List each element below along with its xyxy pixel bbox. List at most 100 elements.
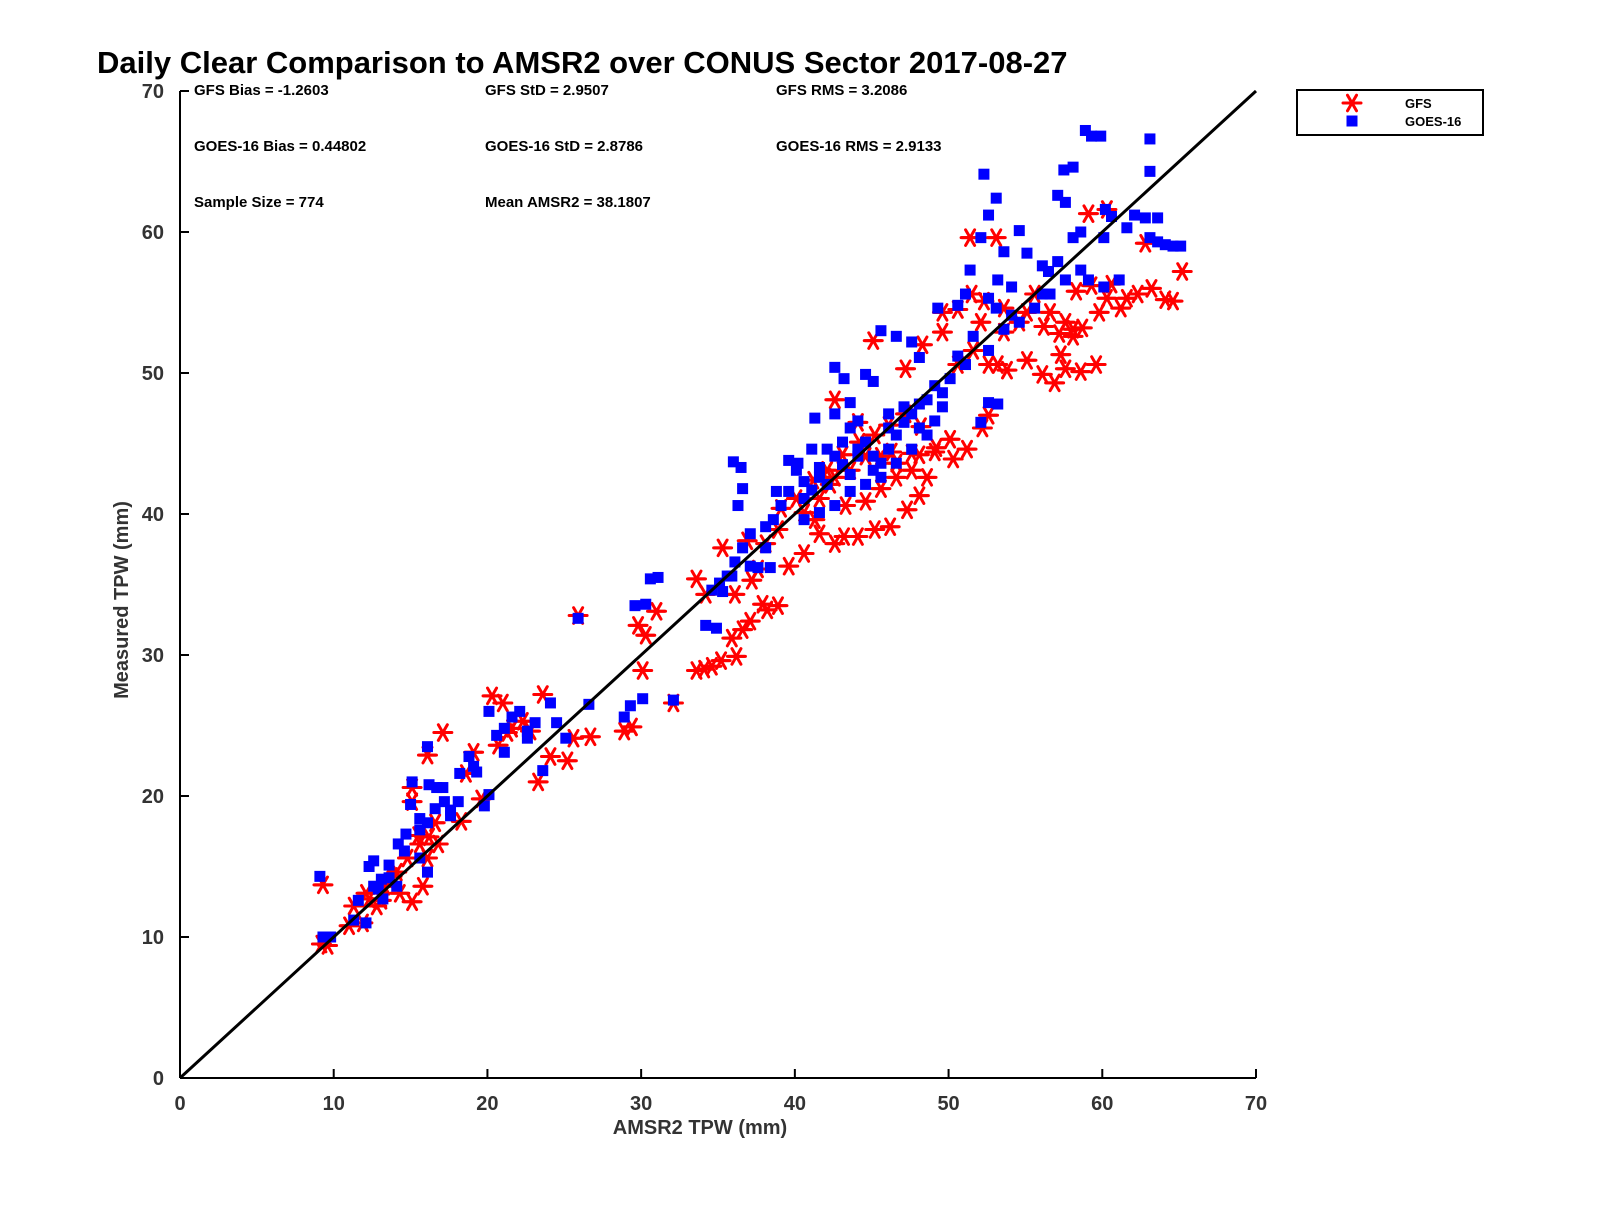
goes16-point xyxy=(667,694,679,706)
goes16-point xyxy=(829,361,841,373)
stat-text: GFS StD = 2.9507 xyxy=(485,82,609,99)
gfs-point xyxy=(741,570,763,590)
goes16-point xyxy=(744,528,756,540)
goes16-point xyxy=(423,779,435,791)
goes16-point xyxy=(717,586,729,598)
goes16-point xyxy=(737,542,749,554)
gfs-point xyxy=(870,479,892,498)
stat-text: GFS Bias = -1.2603 xyxy=(194,82,329,99)
goes16-point xyxy=(760,521,772,533)
goes16-point xyxy=(514,705,526,717)
goes16-point xyxy=(1152,236,1164,248)
goes16-point xyxy=(521,732,533,744)
series-gfs xyxy=(310,200,1193,955)
goes16-point xyxy=(652,571,664,583)
gfs-point xyxy=(1096,288,1118,308)
goes16-point xyxy=(975,416,987,428)
goes16-point xyxy=(1098,281,1110,293)
goes16-point xyxy=(752,562,764,574)
gfs-point xyxy=(901,460,923,480)
goes16-point xyxy=(783,454,795,466)
goes16-point xyxy=(1067,161,1079,173)
legend-entries: GFS GOES-16 xyxy=(1341,93,1461,129)
goes16-point xyxy=(838,373,850,385)
goes16-point xyxy=(813,461,825,473)
goes16-point xyxy=(1095,130,1107,142)
goes16-point xyxy=(798,492,810,504)
goes16-point xyxy=(921,394,933,406)
gfs-point xyxy=(1077,204,1099,223)
goes16-point xyxy=(431,782,443,794)
goes16-point xyxy=(392,838,404,850)
goes16-point xyxy=(932,302,944,314)
gfs-point xyxy=(1140,279,1162,298)
goes16-point xyxy=(618,711,630,723)
gfs-point xyxy=(978,355,1000,374)
goes16-point xyxy=(406,776,418,788)
gfs-point xyxy=(627,616,649,635)
goes16-point xyxy=(898,416,910,428)
goes16-point xyxy=(491,729,503,741)
goes16-point xyxy=(764,562,776,574)
goes16-point xyxy=(352,894,364,906)
gfs-point xyxy=(1162,291,1184,311)
goes16-point xyxy=(1098,232,1110,244)
goes16-point xyxy=(944,373,956,385)
gfs-point xyxy=(1070,362,1092,381)
goes16-point xyxy=(959,359,971,371)
gfs-point xyxy=(739,611,761,631)
goes16-point xyxy=(867,450,879,462)
gfs-point xyxy=(712,538,734,558)
gfs-point xyxy=(1054,312,1076,332)
goes16-point xyxy=(1052,256,1064,268)
gfs-point xyxy=(879,517,901,536)
x-axis-label: AMSR2 TPW (mm) xyxy=(613,1117,787,1139)
gfs-point xyxy=(931,322,953,342)
goes16-point xyxy=(844,485,856,497)
gfs-point xyxy=(685,569,707,589)
goes16-point xyxy=(445,804,457,816)
goes16-point xyxy=(837,436,849,448)
gfs-point xyxy=(635,625,657,645)
goes16-point xyxy=(1075,226,1087,238)
goes16-point xyxy=(952,350,964,362)
goes16-point xyxy=(906,408,918,420)
series-goes-16 xyxy=(314,124,1187,943)
goes16-point xyxy=(983,209,995,221)
goes16-point xyxy=(400,828,412,840)
gfs-point xyxy=(527,772,549,792)
goes16-point xyxy=(624,700,636,712)
goes16-point xyxy=(821,443,833,455)
gfs-point xyxy=(579,727,601,747)
goes16-point xyxy=(360,917,372,929)
goes16-point xyxy=(852,443,864,455)
y-tick-label: 20 xyxy=(142,786,164,808)
gfs-point xyxy=(778,556,800,576)
goes16-point xyxy=(429,803,441,815)
goes16-point xyxy=(368,855,380,867)
gfs-point xyxy=(1062,327,1084,346)
gfs-point xyxy=(492,693,514,713)
goes16-point xyxy=(391,880,403,892)
goes16-point xyxy=(445,810,457,822)
goes16-point xyxy=(936,401,948,413)
goes16-point xyxy=(860,478,872,490)
goes16-point xyxy=(1144,133,1156,145)
gfs-point xyxy=(1016,351,1038,370)
goes16-point xyxy=(629,600,641,612)
y-tick-label: 70 xyxy=(142,81,164,103)
goes16-point xyxy=(398,845,410,857)
goes16-point xyxy=(990,302,1002,314)
goes16-point xyxy=(813,507,825,519)
goes16-point xyxy=(936,387,948,399)
goes16-point xyxy=(375,873,387,885)
goes16-point xyxy=(1052,189,1064,201)
gfs-point xyxy=(908,445,930,465)
gfs-point xyxy=(864,520,886,539)
legend-marker-gfs xyxy=(1341,93,1363,113)
goes16-point xyxy=(317,931,329,943)
goes16-point xyxy=(798,476,810,488)
goes16-point xyxy=(852,415,864,427)
goes16-point xyxy=(1075,264,1087,276)
goes16-point xyxy=(1044,288,1056,300)
